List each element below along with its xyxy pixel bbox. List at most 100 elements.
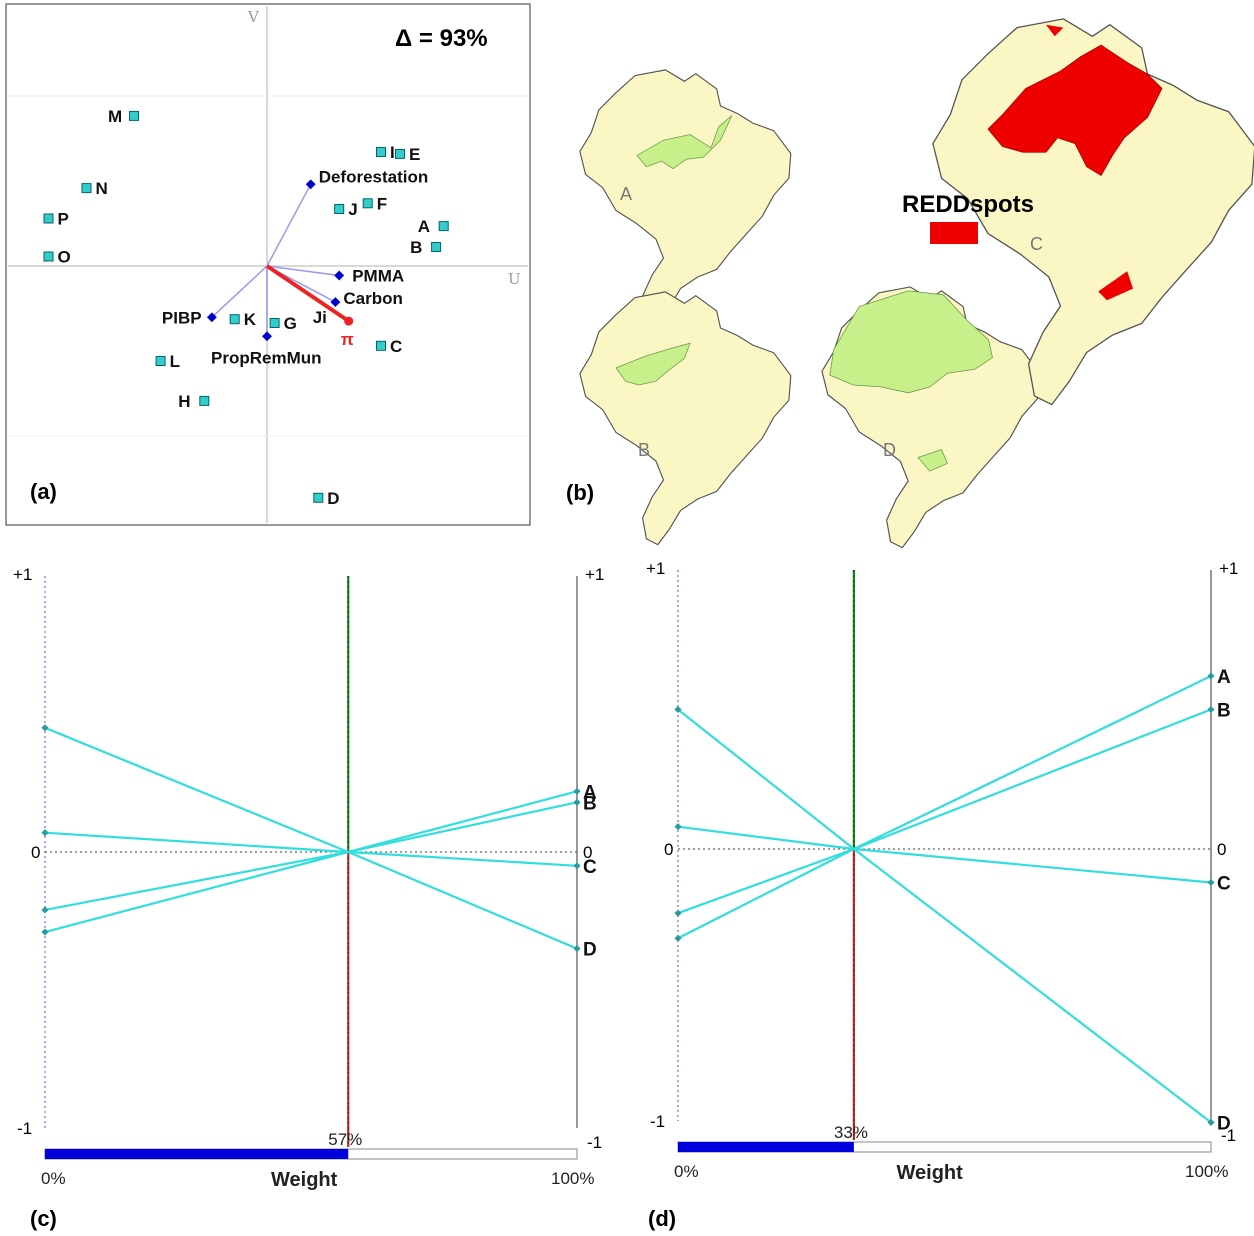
point-label-d: D: [327, 489, 339, 508]
point-h: [199, 395, 210, 406]
point-label-o: O: [58, 248, 71, 267]
x-tick-0: 0%: [674, 1162, 699, 1181]
vector-label-pibp: PIBP: [162, 308, 202, 327]
series-a-left-marker: [674, 909, 682, 917]
vector-end-carbon: [330, 297, 341, 308]
weight-axis-label: Weight: [897, 1162, 964, 1184]
left-tick-top: +1: [646, 559, 665, 578]
vector-label-propremmun: PropRemMun: [211, 348, 322, 367]
series-a-left-marker: [41, 906, 49, 914]
point-label-h: H: [178, 392, 190, 411]
series-label-b: B: [1217, 701, 1231, 722]
vector-end-pibp: [206, 312, 217, 323]
map-c: [932, 18, 1254, 406]
point-label-b: B: [410, 238, 422, 257]
point-label-f: F: [377, 194, 387, 213]
series-b-left: [677, 848, 855, 940]
point-n: [81, 183, 92, 194]
point-label-e: E: [409, 145, 420, 164]
series-label-d: D: [583, 940, 597, 961]
panel-label-d: (d): [648, 1206, 676, 1231]
vector-label-pmma: PMMA: [352, 267, 404, 286]
vector-pmma: [266, 265, 340, 277]
point-j: [334, 204, 345, 214]
point-label-m: M: [108, 107, 122, 126]
panel-c-sensitivity: +1 0 -1 +1 0 -1 AB C D 57% 0% 100% Weight: [13, 565, 604, 1191]
series-b-right-marker: [573, 798, 581, 806]
point-label-c: C: [390, 337, 402, 356]
alternative-points: M N PO I E J F AB K G C L H D: [43, 107, 449, 508]
series-a-left: [677, 847, 855, 915]
vector-pibp: [211, 265, 268, 318]
point-p: [43, 213, 54, 224]
series-label-a: A: [583, 782, 597, 803]
series-d-left-marker: [41, 724, 49, 732]
series-label-d: D: [1217, 1113, 1231, 1134]
series-b-left-marker: [41, 928, 49, 936]
decision-axis-end: [344, 316, 354, 326]
x-tick-0: 0%: [41, 1169, 66, 1188]
left-tick-bottom: -1: [650, 1112, 665, 1131]
panel-label-a: (a): [30, 479, 57, 504]
legend-label: REDDspots: [902, 191, 1034, 218]
point-i: [376, 147, 386, 157]
panel-d-sensitivity: +1 0 -1 +1 0 -1 AB C D 33% 0% 100% Weight: [646, 559, 1238, 1184]
vector-label-deforestation: Deforestation: [319, 167, 429, 186]
series-d-right-marker: [573, 945, 581, 953]
series-a-right: [853, 675, 1212, 850]
right-tick-top: +1: [585, 565, 604, 584]
series-c-left-marker: [41, 829, 49, 837]
series-c-left: [44, 831, 349, 854]
map-a-label: A: [620, 184, 632, 204]
series-a-right-marker: [1207, 672, 1215, 680]
point-label-p: P: [58, 210, 69, 229]
decision-axis-label: Ji: [313, 308, 327, 327]
panel-label-b: (b): [566, 480, 594, 505]
series-d-left-marker: [674, 705, 682, 714]
vector-end-deforestation: [305, 179, 316, 190]
series-d-right: [347, 850, 578, 950]
point-l: [155, 356, 166, 366]
weight-value-label: 33%: [834, 1123, 868, 1142]
point-label-k: K: [244, 310, 257, 329]
series-b-right: [853, 708, 1212, 851]
series-label-a: A: [1217, 667, 1231, 688]
series-b-left-marker: [674, 934, 682, 942]
series-b-right: [348, 801, 578, 854]
series-c-right-marker: [573, 862, 581, 870]
series-d-right: [853, 848, 1212, 1124]
series-c-left: [677, 825, 855, 851]
criteria-vectors: Deforestation PMMA Carbon PIBP PropRemMun Jiπ: [162, 167, 428, 367]
series-c-right: [348, 850, 578, 867]
left-tick-zero: 0: [31, 843, 40, 862]
point-label-l: L: [170, 352, 180, 371]
series-c-right-marker: [1207, 878, 1215, 887]
point-label-i: I: [390, 143, 395, 162]
point-label-g: G: [284, 314, 297, 333]
weight-bar-fill: [45, 1149, 349, 1159]
map-a: [579, 69, 792, 324]
vector-label-carbon: Carbon: [343, 289, 403, 308]
map-b-label: B: [638, 440, 650, 460]
series-b-left: [44, 850, 349, 934]
point-k: [229, 314, 240, 325]
point-o: [43, 251, 54, 262]
map-c-label: C: [1030, 234, 1043, 254]
point-d: [313, 492, 324, 503]
point-b: [431, 242, 442, 252]
weight-axis-label: Weight: [271, 1169, 338, 1191]
point-m: [129, 110, 139, 121]
weight-value-label: 57%: [328, 1130, 362, 1149]
pi-label: π: [341, 330, 354, 349]
x-tick-100: 100%: [1185, 1162, 1228, 1181]
right-tick-zero: 0: [1217, 840, 1226, 859]
legend-swatch: [930, 222, 978, 244]
vector-end-propremmun: [262, 331, 272, 342]
point-f: [362, 198, 373, 209]
series-c-right: [853, 847, 1212, 884]
vector-deforestation: [266, 183, 312, 267]
decision-axis: [265, 264, 350, 323]
weight-bar-fill: [678, 1142, 854, 1152]
right-tick-bottom: -1: [587, 1133, 602, 1152]
